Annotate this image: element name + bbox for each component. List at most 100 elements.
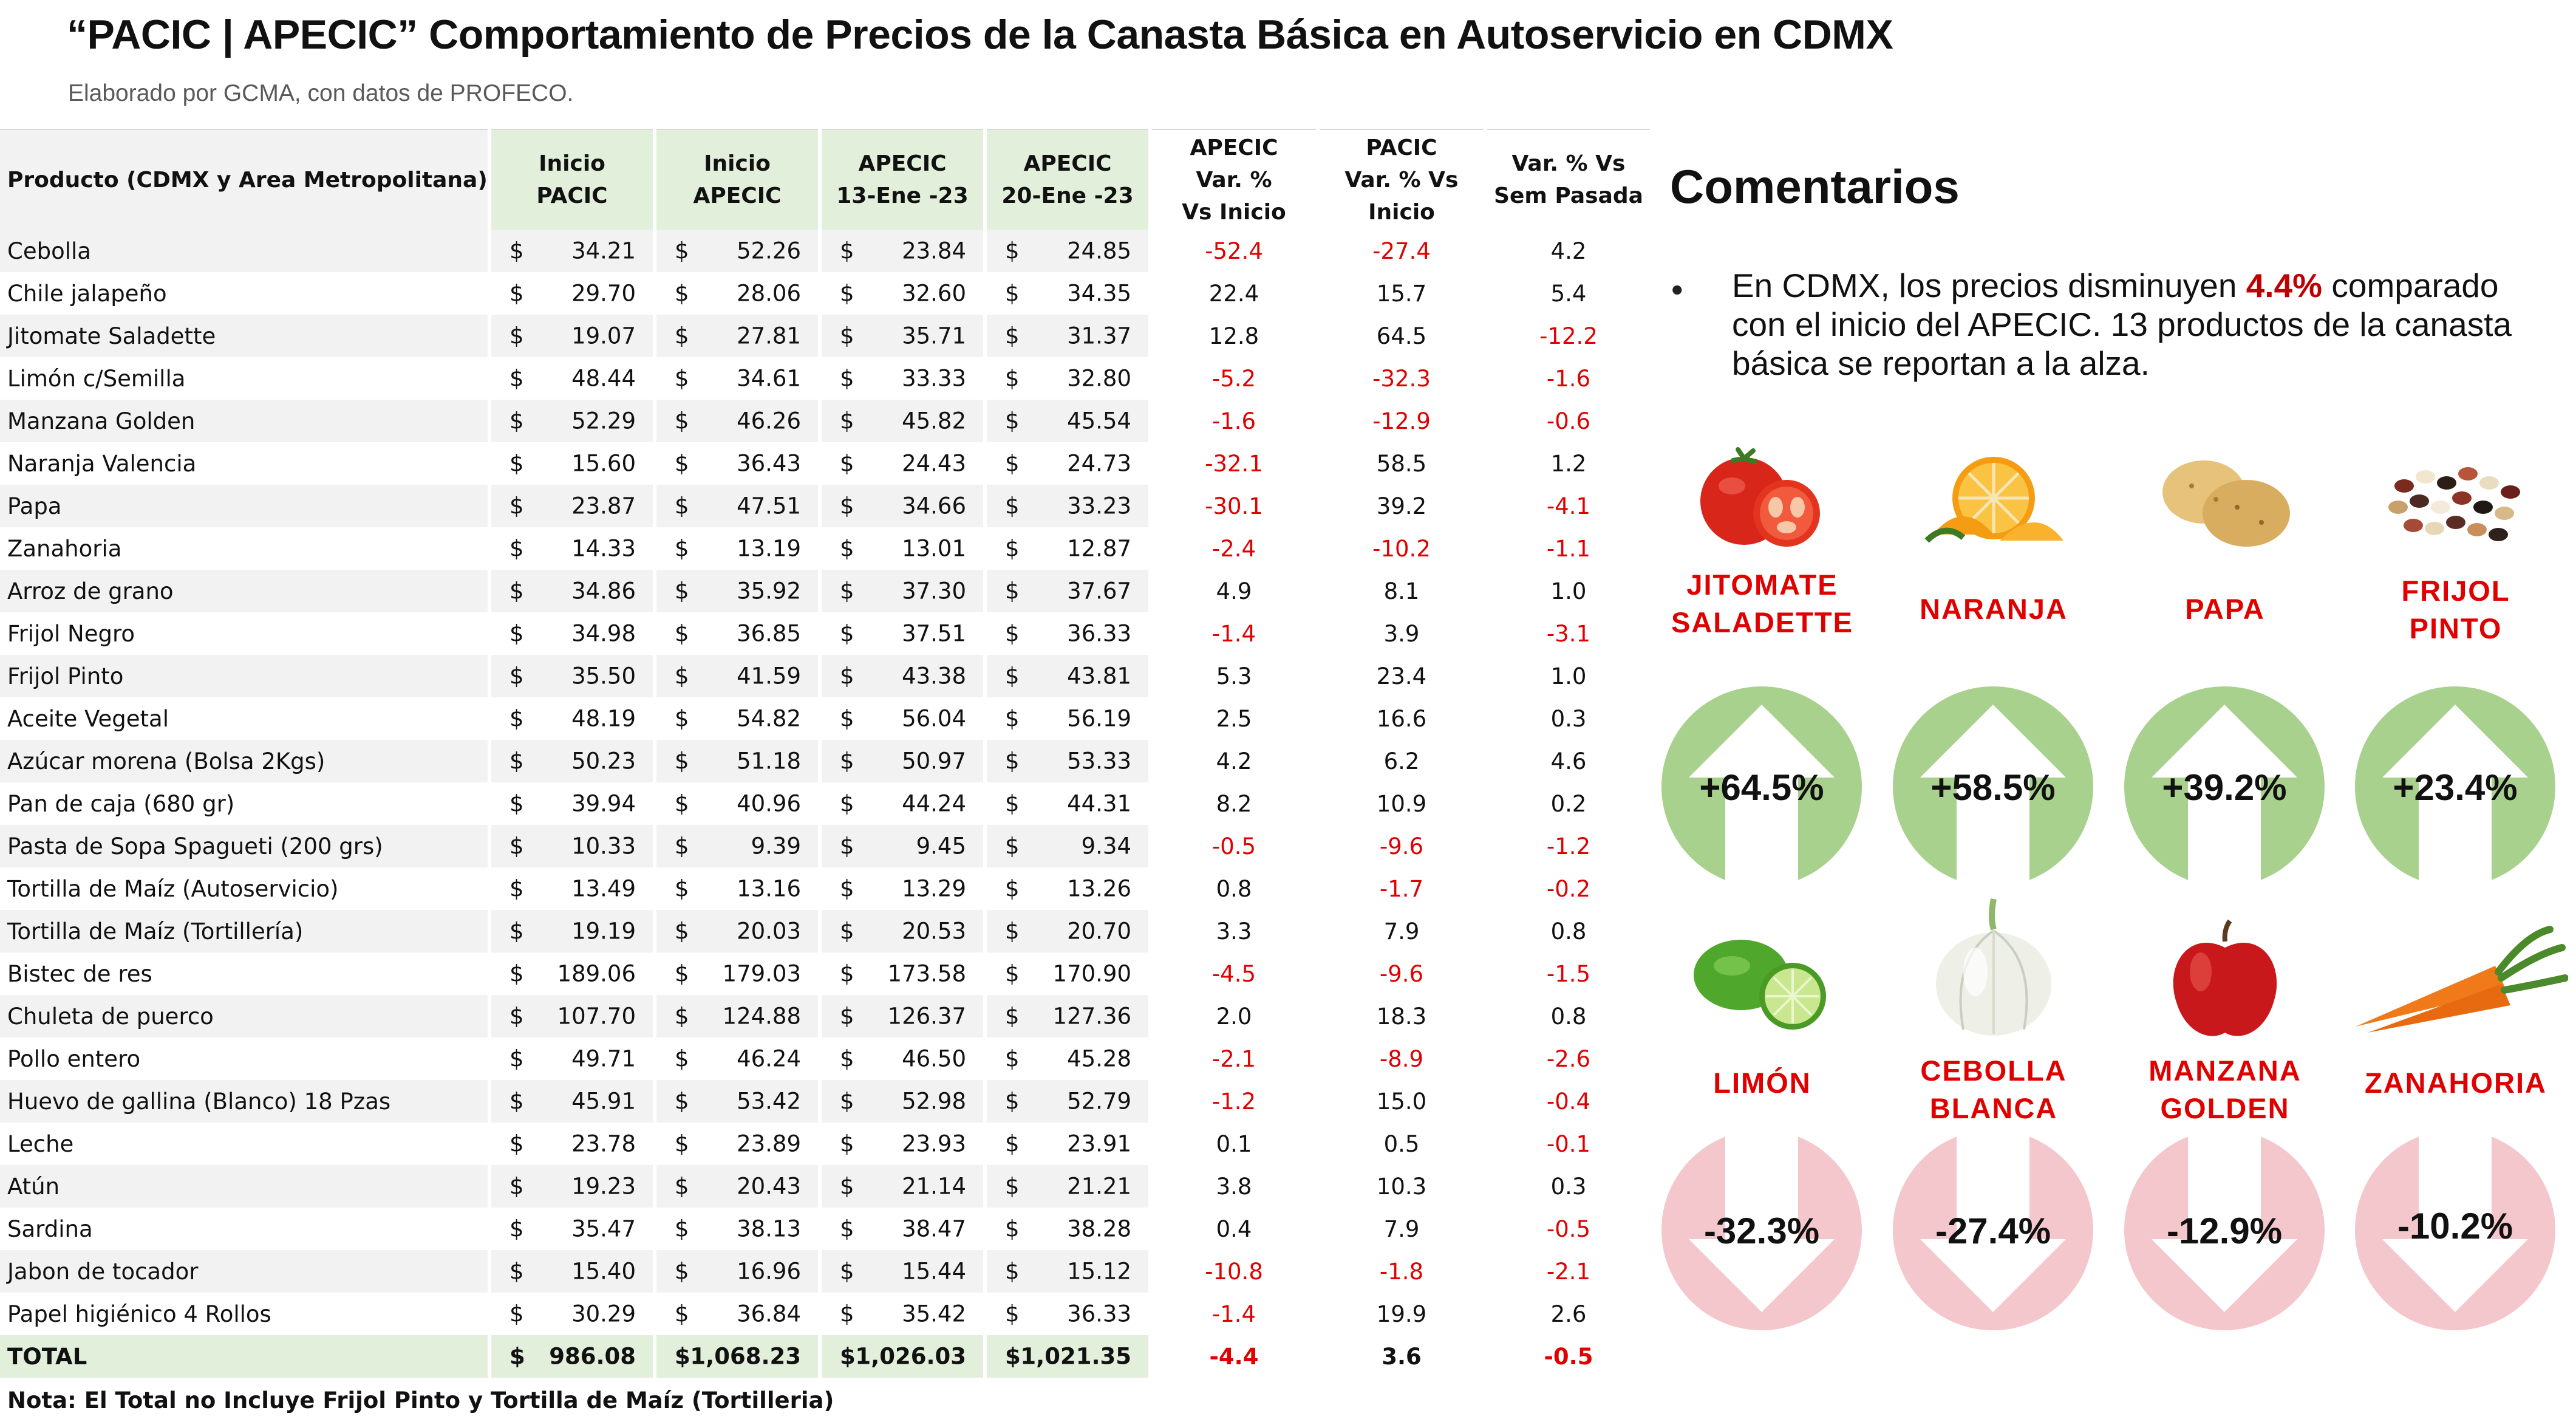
- price-amount: 52.98: [902, 1088, 966, 1115]
- price-amount: 44.31: [1067, 790, 1131, 817]
- cell-price-inicio-apecic: $16.96: [655, 1250, 822, 1293]
- cell-price-apecic-20: $24.85: [985, 230, 1152, 272]
- cell-var-sem: -4.1: [1485, 485, 1654, 527]
- price-amount: 48.19: [571, 705, 636, 732]
- cell-price-inicio-pacic: $107.70: [489, 995, 656, 1037]
- cell-var-sem: 0.3: [1485, 1165, 1654, 1208]
- currency-symbol: $: [1005, 1003, 1020, 1030]
- decrease-indicator: -32.3%: [1661, 1130, 1862, 1330]
- cell-product: Papel higiénico 4 Rollos: [0, 1293, 491, 1335]
- column-header-var-semana: Var. % Vs Sem Pasada: [1485, 129, 1654, 230]
- price-amount: 1,026.03: [855, 1343, 966, 1370]
- cell-var-pacic: -27.4: [1318, 230, 1487, 272]
- table-row: Pollo entero $49.71 $46.24 $46.50 $45.28 -2.1…: [0, 1037, 1654, 1080]
- currency-symbol: $: [509, 1343, 525, 1370]
- card-label: PAPA: [2185, 593, 2265, 625]
- price-amount: 35.47: [571, 1215, 636, 1242]
- currency-symbol: $: [675, 705, 689, 732]
- price-amount: 56.19: [1067, 705, 1131, 732]
- table-row: Sardina $35.47 $38.13 $38.47 $38.28 0.4 7.9 -0.…: [0, 1208, 1654, 1250]
- cell-var-pacic: 10.9: [1318, 782, 1487, 825]
- cell-price-apecic-13: $46.50: [820, 1037, 987, 1080]
- comments-title: Comentarios: [1670, 160, 1960, 213]
- cell-product: Chuleta de puerco: [0, 995, 491, 1037]
- currency-symbol: $: [1005, 960, 1020, 987]
- currency-symbol: $: [840, 408, 854, 434]
- cell-var-pacic: -1.7: [1318, 867, 1487, 910]
- cell-price-apecic-20: $15.12: [985, 1250, 1152, 1293]
- price-amount: 13.29: [902, 875, 966, 902]
- cell-var-sem: 5.4: [1485, 272, 1654, 315]
- currency-symbol: $: [1005, 1045, 1020, 1072]
- cell-price-apecic-13: $35.42: [820, 1293, 987, 1335]
- price-amount: 10.33: [571, 833, 636, 860]
- cell-price-inicio-apecic: $124.88: [655, 995, 822, 1037]
- cell-var-apecic: -4.5: [1150, 952, 1320, 995]
- cell-price-inicio-pacic: $189.06: [489, 952, 656, 995]
- currency-symbol: $: [1005, 238, 1020, 264]
- cell-var-apecic: -5.2: [1150, 357, 1320, 400]
- arrow-up-icon: [1920, 705, 2066, 887]
- carrot-icon: [2356, 926, 2568, 1033]
- price-amount: 45.91: [571, 1088, 636, 1115]
- cell-price-apecic-13: $33.33: [820, 357, 987, 400]
- cell-product: Zanahoria: [0, 527, 491, 570]
- currency-symbol: $: [840, 705, 854, 732]
- cell-var-pacic: 23.4: [1318, 655, 1487, 697]
- table-row: Chuleta de puerco $107.70 $124.88 $126.37 $1…: [0, 995, 1654, 1037]
- cell-var-sem: 0.2: [1485, 782, 1654, 825]
- cell-var-pacic: -10.2: [1318, 527, 1487, 570]
- price-amount: 36.85: [737, 620, 801, 647]
- currency-symbol: $: [675, 280, 689, 307]
- currency-symbol: $: [840, 1215, 854, 1242]
- cell-var-pacic: -32.3: [1318, 357, 1487, 400]
- cell-var-sem: 1.0: [1485, 655, 1654, 697]
- currency-symbol: $: [1005, 280, 1020, 307]
- column-header-var-apecic: APECIC Var. % Vs Inicio: [1150, 129, 1320, 230]
- cell-price-inicio-apecic: $54.82: [655, 697, 822, 740]
- currency-symbol: $: [675, 365, 689, 392]
- cell-var-pacic: 7.9: [1318, 910, 1487, 952]
- cell-var-sem: -1.5: [1485, 952, 1654, 995]
- cell-var-pacic: 64.5: [1318, 315, 1487, 357]
- cell-price-inicio-apecic: $27.81: [655, 315, 822, 357]
- decrease-percent: -10.2%: [2397, 1206, 2513, 1246]
- price-amount: 23.91: [1067, 1130, 1131, 1157]
- cell-price-inicio-apecic: $9.39: [655, 825, 822, 867]
- price-amount: 46.24: [737, 1045, 801, 1072]
- currency-symbol: $: [1005, 323, 1020, 349]
- cell-var-apecic: 3.8: [1150, 1165, 1320, 1208]
- cell-var-pacic: 3.6: [1318, 1335, 1487, 1378]
- price-amount: 179.03: [722, 960, 801, 987]
- cell-price-inicio-pacic: $19.19: [489, 910, 656, 952]
- arrow-up-icon: [2382, 705, 2528, 887]
- price-amount: 38.28: [1067, 1215, 1131, 1242]
- currency-symbol: $: [509, 875, 524, 902]
- cell-price-apecic-20: $45.54: [985, 400, 1152, 442]
- cell-price-inicio-pacic: $48.44: [489, 357, 656, 400]
- currency-symbol: $: [675, 875, 689, 902]
- cell-price-inicio-apecic: $52.26: [655, 230, 822, 272]
- price-amount: 40.96: [737, 790, 801, 817]
- table-row: Atún $19.23 $20.43 $21.14 $21.21 3.8 10.3 0.3: [0, 1165, 1654, 1208]
- currency-symbol: $: [675, 748, 689, 774]
- potato-icon: [2162, 460, 2290, 547]
- price-amount: 189.06: [557, 960, 636, 987]
- cell-price-inicio-apecic: $20.03: [655, 910, 822, 952]
- price-amount: 33.23: [1067, 493, 1131, 519]
- currency-symbol: $: [840, 663, 854, 689]
- cell-price-apecic-20: $12.87: [985, 527, 1152, 570]
- price-amount: 21.21: [1067, 1173, 1131, 1200]
- cell-var-sem: -1.6: [1485, 357, 1654, 400]
- currency-symbol: $: [1005, 748, 1020, 774]
- price-amount: 24.43: [902, 450, 966, 477]
- currency-symbol: $: [509, 705, 524, 732]
- cell-price-apecic-13: $24.43: [820, 442, 987, 485]
- price-amount: 27.81: [737, 323, 801, 349]
- price-amount: 19.23: [571, 1173, 636, 1200]
- currency-symbol: $: [509, 960, 524, 987]
- cell-var-sem: 1.2: [1485, 442, 1654, 485]
- currency-symbol: $: [509, 833, 524, 860]
- cell-price-apecic-13: $20.53: [820, 910, 987, 952]
- cell-var-apecic: -1.4: [1150, 1293, 1320, 1335]
